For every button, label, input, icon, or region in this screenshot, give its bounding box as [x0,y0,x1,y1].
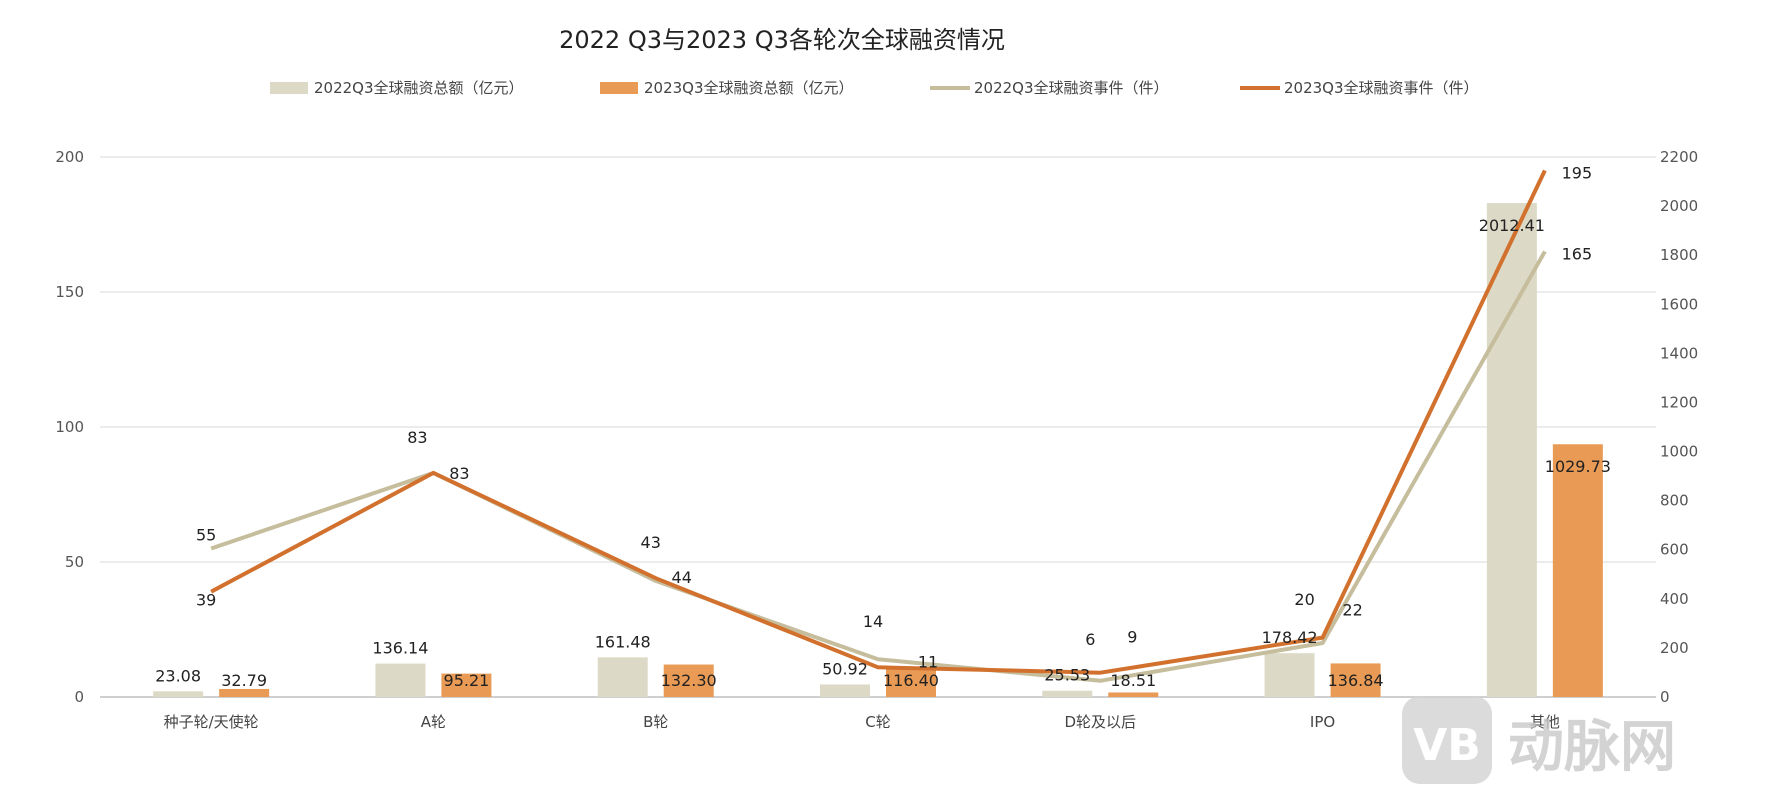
data-labels: 23.08 136.14 161.48 50.92 25.53 178.42 2012.41… [155,164,1611,691]
line-data-label: 11 [918,652,938,671]
legend-label: 2023Q3全球融资总额（亿元） [644,79,854,97]
category-label: A轮 [421,713,446,731]
bar-data-label: 25.53 [1044,666,1090,685]
bar [1486,203,1537,698]
bar-data-label: 136.14 [372,639,428,658]
right-axis-tick-label: 1000 [1660,443,1698,461]
left-axis-tick-label: 100 [55,418,84,436]
legend-label: 2022Q3全球融资总额（亿元） [314,79,524,97]
line-data-label: 39 [196,591,216,610]
line-data-label: 22 [1342,601,1362,620]
category-label: B轮 [643,713,668,731]
bar [1552,444,1603,697]
line-series-path [210,169,1547,675]
bar-data-label: 132.30 [661,671,717,690]
watermark: VB 动脉网 [1402,696,1676,784]
bar [1042,690,1093,697]
bar-data-label: 1029.73 [1545,457,1611,476]
right-axis-tick-label: 600 [1660,541,1689,559]
bar [1264,653,1315,697]
bar [375,663,426,697]
right-axis-tick-label: 2000 [1660,197,1698,215]
bar [219,688,270,697]
left-axis-tick-label: 150 [55,283,84,301]
line-data-label: 20 [1294,590,1314,609]
bar-data-label: 178.42 [1262,628,1318,647]
bar-data-label: 136.84 [1328,671,1384,690]
legend-label: 2022Q3全球融资事件（件） [974,79,1169,97]
line-data-label: 195 [1562,164,1593,183]
bar [1330,663,1381,697]
bar [886,668,936,697]
right-axis-tick-label: 800 [1660,492,1689,510]
bar-data-label: 95.21 [444,671,490,690]
bar-data-label: 2012.41 [1479,216,1545,235]
right-axis-tick-label: 2200 [1660,148,1698,166]
legend-swatch [270,82,308,94]
chart-title: 2022 Q3与2023 Q3各轮次全球融资情况 [559,26,1005,54]
right-axis-ticks: 0 200 400 600 800 1000 1200 1400 1600 1800 2000 220… [1660,148,1698,706]
gridlines [100,156,1656,698]
category-labels: 种子轮/天使轮 A轮 B轮 C轮 D轮及以后 IPO 其他 [164,713,1560,731]
bar-data-label: 116.40 [883,671,939,690]
left-axis-tick-label: 0 [74,688,84,706]
legend-swatch [600,82,638,94]
bar-data-label: 50.92 [822,660,868,679]
bar-data-label: 161.48 [595,632,651,651]
category-label: 其他 [1530,713,1560,731]
category-label: IPO [1310,713,1335,731]
bar [663,664,714,697]
line-data-label: 14 [863,612,883,631]
right-axis-tick-label: 1600 [1660,295,1698,313]
line-data-label: 83 [449,464,469,483]
watermark-logo-icon [1402,696,1492,784]
line-data-label: 6 [1085,630,1095,649]
bar-data-label: 18.51 [1110,671,1156,690]
line-data-label: 55 [196,526,216,545]
bar-series [153,203,1603,698]
line-data-label: 43 [641,533,661,552]
right-axis-tick-label: 400 [1660,590,1689,608]
legend: 2022Q3全球融资总额（亿元） 2023Q3全球融资总额（亿元） 2022Q3全球… [270,79,1479,97]
line-data-label: 9 [1127,628,1137,647]
legend-label: 2023Q3全球融资事件（件） [1284,79,1479,97]
watermark-logo-letters: VB [1413,720,1481,771]
left-axis-tick-label: 50 [65,553,84,571]
right-axis-tick-label: 1200 [1660,393,1698,411]
watermark-text: 动脉网 [1508,715,1676,780]
bar [820,684,870,697]
category-label: 种子轮/天使轮 [164,713,259,731]
bar-data-label: 32.79 [221,671,267,690]
left-axis-tick-label: 200 [55,148,84,166]
line-data-label: 44 [672,568,692,587]
line-data-label: 165 [1562,245,1593,264]
right-axis-tick-label: 1400 [1660,344,1698,362]
right-axis-tick-label: 0 [1660,688,1670,706]
line-series [210,169,1547,683]
line-data-label: 83 [407,428,427,447]
right-axis-tick-label: 1800 [1660,246,1698,264]
category-label: D轮及以后 [1065,713,1137,731]
bar [597,657,648,697]
left-axis-ticks: 0 50 100 150 200 [55,148,84,706]
bar-data-label: 23.08 [155,666,201,685]
right-axis-tick-label: 200 [1660,639,1689,657]
bar [441,673,492,697]
category-label: C轮 [865,713,890,731]
bar [153,691,204,697]
bar [1108,692,1159,697]
